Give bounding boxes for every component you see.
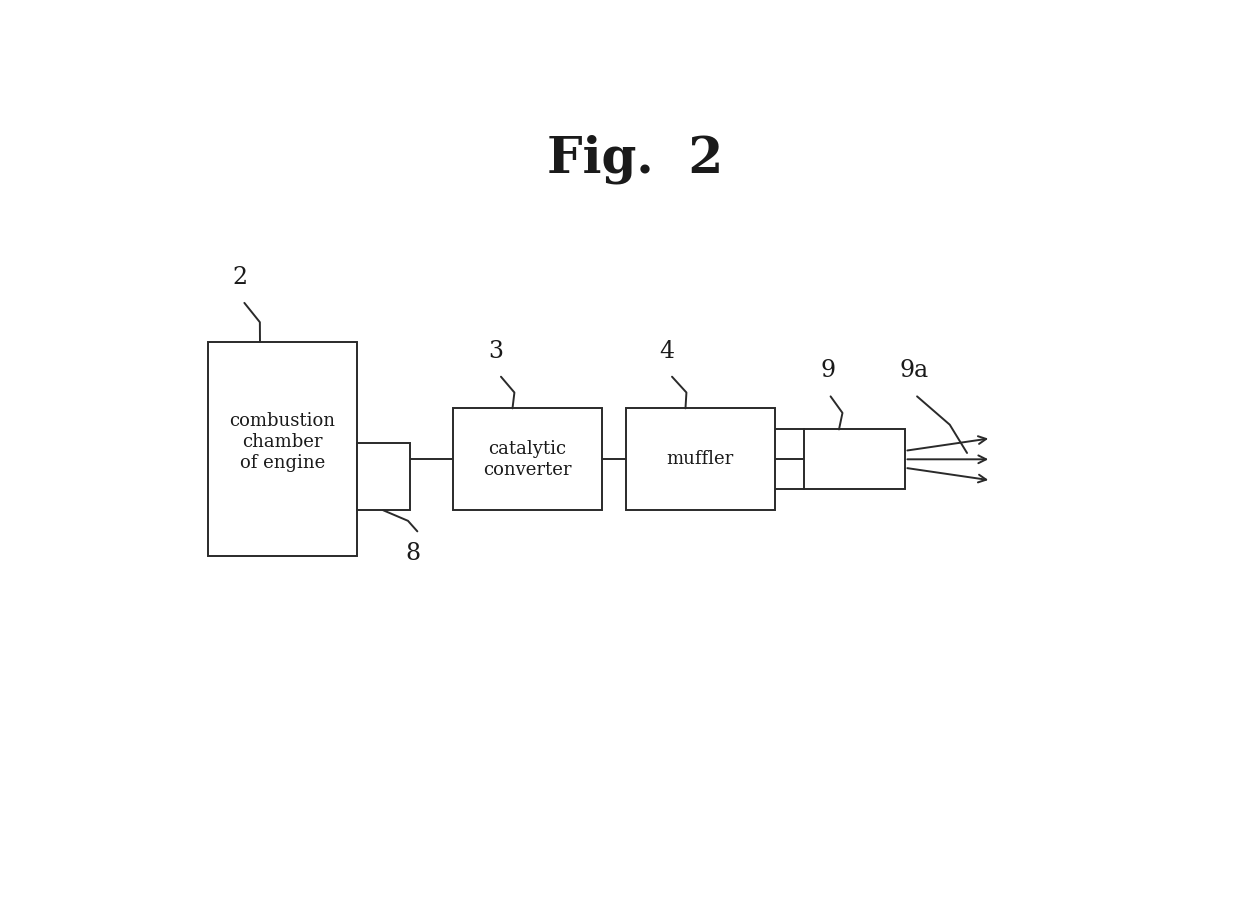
Text: muffler: muffler: [667, 450, 734, 468]
Text: Fig.  2: Fig. 2: [547, 134, 724, 184]
Text: 9: 9: [820, 360, 836, 383]
Text: 3: 3: [489, 340, 503, 362]
Text: 4: 4: [660, 340, 675, 362]
Text: combustion
chamber
of engine: combustion chamber of engine: [229, 412, 335, 471]
Bar: [208, 341, 357, 556]
Text: 8: 8: [405, 542, 420, 565]
Text: 2: 2: [232, 266, 247, 289]
Bar: [804, 429, 905, 489]
Text: catalytic
converter: catalytic converter: [484, 440, 572, 478]
Bar: [626, 408, 775, 510]
Bar: [453, 408, 601, 510]
Text: 9a: 9a: [900, 360, 929, 383]
Bar: [357, 444, 409, 510]
